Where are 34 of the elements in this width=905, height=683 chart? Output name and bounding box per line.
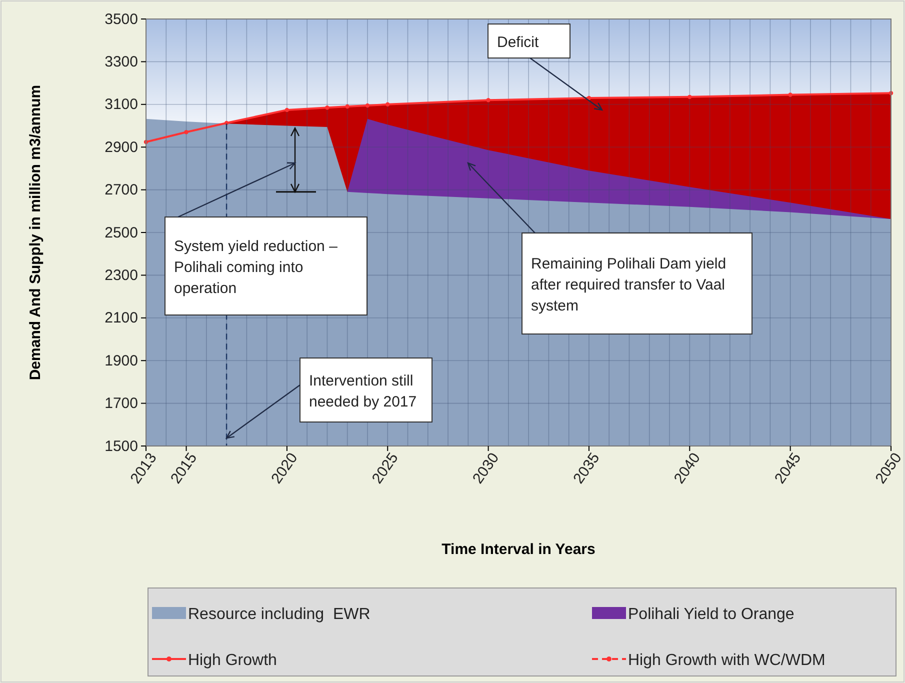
annotation: System yield reduction – Polihali coming into operation: [174, 238, 338, 297]
legend-label: High Growth: [188, 652, 277, 669]
point: [184, 130, 188, 134]
y-tick-label: 1500: [104, 438, 138, 455]
y-tick-label: 2300: [104, 267, 138, 284]
point: [345, 104, 350, 109]
y-tick-label: 2900: [104, 138, 138, 156]
callout-box: Remaining Polihali Dam yield after required transfer to Vaal system: [522, 232, 752, 334]
callout-box: Deficit: [488, 24, 570, 58]
point: [365, 103, 370, 108]
annotation: Remaining Polihali Dam yield after required transfer to Vaal system: [531, 256, 726, 314]
y-tick-label: 1900: [104, 352, 138, 370]
y-tick-label: 3100: [104, 96, 138, 114]
y-tick-label: 2700: [104, 182, 138, 199]
legend-label: High Growth with WC/WDM: [628, 652, 826, 669]
legend-label: Polihali Yield to Orange: [628, 606, 794, 623]
callout-box: System yield reduction – Polihali coming into operation: [164, 216, 368, 316]
y-tick-label: 1700: [104, 395, 138, 412]
y-axis-title: Demand And Supply in million m3/annum: [27, 84, 44, 380]
point: [788, 92, 792, 97]
annotation: Deficit: [497, 34, 540, 51]
y-tick-label: 2100: [104, 310, 138, 327]
y-tick-label: 2500: [104, 224, 138, 242]
point: [688, 94, 692, 100]
point: [386, 102, 390, 107]
point: [486, 98, 490, 102]
callout-box: Intervention still needed by 2017: [300, 358, 432, 422]
point: [325, 105, 330, 110]
point: [284, 108, 290, 112]
legend-label: Resource including EWR: [188, 606, 370, 623]
y-tick-label: 3500: [104, 10, 138, 28]
x-axis-title: Time Interval in Years: [442, 541, 596, 558]
annotation: Intervention still needed by 2017: [309, 372, 417, 410]
y-tick-label: 3300: [104, 54, 138, 70]
